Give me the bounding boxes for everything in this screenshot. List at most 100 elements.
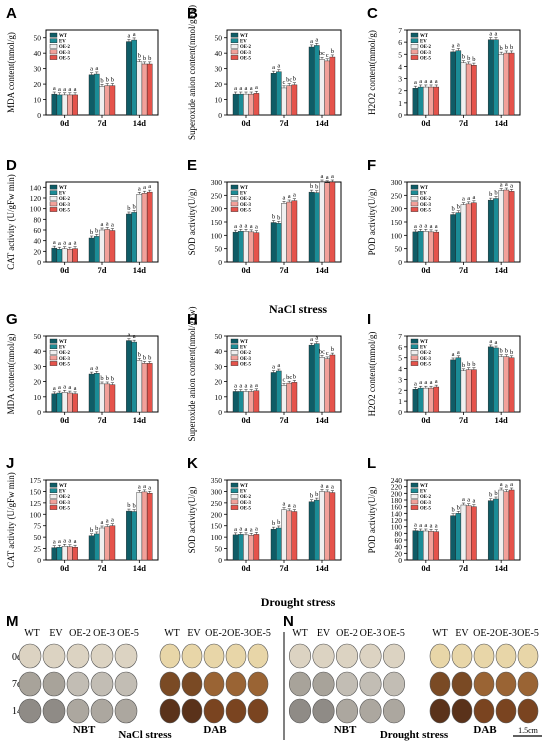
bar-oe-5 xyxy=(146,363,153,413)
bar-oe-3 xyxy=(286,382,293,413)
leaf-disc xyxy=(42,671,66,697)
legend-label: OE-5 xyxy=(420,56,432,61)
significance-letter: b xyxy=(95,227,98,234)
legend-swatch xyxy=(49,184,58,190)
bar-wt xyxy=(232,391,239,413)
y-tick-label: 2 xyxy=(398,87,402,96)
significance-letter: a xyxy=(277,362,280,369)
column-header: WT xyxy=(432,628,448,639)
legend-swatch xyxy=(230,488,239,494)
legend-label: OE-5 xyxy=(240,362,252,367)
significance-letter: b xyxy=(111,77,114,84)
legend-label: EV xyxy=(420,192,427,197)
bar-ev xyxy=(455,212,462,263)
significance-letter: a xyxy=(106,518,109,525)
y-tick-label: 1 xyxy=(398,99,402,108)
significance-letter: b xyxy=(277,214,280,221)
significance-letter: a xyxy=(53,385,56,392)
x-tick-label: 14d xyxy=(315,265,329,275)
significance-letter: a xyxy=(239,222,242,229)
significance-letter: b xyxy=(143,354,146,361)
significance-letter: a xyxy=(435,378,438,385)
legend-label: OE-3 xyxy=(420,501,432,506)
bar-oe-3 xyxy=(465,369,472,413)
y-tick-label: 60 xyxy=(395,536,403,545)
bar-ev xyxy=(314,192,320,263)
legend-label: OE-2 xyxy=(240,351,252,356)
y-tick-label: 180 xyxy=(391,496,403,505)
leaf-disc xyxy=(429,671,451,697)
panel-letter: C xyxy=(367,5,378,22)
leaf-disc xyxy=(288,671,312,697)
significance-letter: a xyxy=(500,481,503,488)
leaf-disc xyxy=(18,671,42,697)
legend-label: WT xyxy=(59,484,68,489)
significance-letter: a xyxy=(505,483,508,490)
column-header: OE-3 xyxy=(93,628,115,639)
y-tick-label: 20 xyxy=(34,378,42,387)
significance-letter: a xyxy=(239,85,242,92)
leaf-disc xyxy=(225,671,247,697)
leaf-disc xyxy=(312,698,335,724)
bar-wt xyxy=(308,501,315,561)
column-header: WT xyxy=(292,628,308,639)
legend-label: OE-5 xyxy=(240,208,252,213)
significance-letter: a xyxy=(234,85,237,92)
significance-letter: a xyxy=(495,339,498,346)
significance-letter: a xyxy=(68,240,71,247)
significance-letter: a xyxy=(495,31,498,38)
bar-oe-2 xyxy=(460,504,467,561)
legend-swatch xyxy=(230,499,239,505)
legend-swatch xyxy=(230,38,239,43)
bar-oe-5 xyxy=(146,493,153,561)
y-tick-label: 10 xyxy=(215,393,223,402)
bar-ev xyxy=(455,357,462,413)
bar-wt xyxy=(232,93,239,116)
bar-oe-5 xyxy=(253,232,260,263)
y-tick-label: 220 xyxy=(391,483,403,492)
legend-swatch xyxy=(49,350,58,355)
legend-swatch xyxy=(410,494,419,499)
significance-letter: a xyxy=(326,174,329,181)
y-tick-label: 50 xyxy=(34,533,42,542)
bar-oe-3 xyxy=(141,491,148,561)
bar-oe-3 xyxy=(286,510,293,561)
leaf-disc xyxy=(66,698,90,724)
leaf-disc xyxy=(495,698,517,724)
x-tick-label: 14d xyxy=(495,415,509,425)
legend-swatch xyxy=(230,344,239,350)
x-tick-label: 0d xyxy=(60,415,69,425)
x-tick-label: 14d xyxy=(315,118,329,128)
y-tick-label: 240 xyxy=(391,476,403,485)
bar-wt xyxy=(450,214,456,263)
significance-letter: a xyxy=(510,182,513,189)
bar-oe-3 xyxy=(503,491,510,561)
y-tick-label: 100 xyxy=(211,231,223,240)
significance-letter: b xyxy=(310,493,313,500)
leaf-disc xyxy=(203,671,225,697)
legend-swatch xyxy=(410,38,419,43)
significance-letter: b xyxy=(462,362,465,369)
significance-letter: a xyxy=(74,538,77,545)
leaf-disc xyxy=(288,698,312,724)
bar-oe-5 xyxy=(253,93,260,116)
bar-ev xyxy=(237,534,244,561)
legend-label: OE-2 xyxy=(420,351,432,356)
bar-oe-3 xyxy=(104,85,110,116)
legend-swatch xyxy=(230,482,239,488)
y-tick-label: 140 xyxy=(391,509,403,518)
column-header: OE-2 xyxy=(473,628,495,639)
bar-oe-2 xyxy=(423,530,429,561)
panel-letter: J xyxy=(6,455,14,472)
legend-swatch xyxy=(49,338,58,344)
dab-label: DAB xyxy=(203,724,227,736)
y-tick-label: 150 xyxy=(30,487,42,496)
x-tick-label: 0d xyxy=(242,563,251,573)
panel-letter: L xyxy=(367,455,376,472)
legend-label: OE-2 xyxy=(420,197,432,202)
legend-label: OE-3 xyxy=(59,357,71,362)
legend-label: OE-2 xyxy=(420,45,432,50)
legend-swatch xyxy=(410,49,419,55)
y-tick-label: 30 xyxy=(34,65,42,74)
